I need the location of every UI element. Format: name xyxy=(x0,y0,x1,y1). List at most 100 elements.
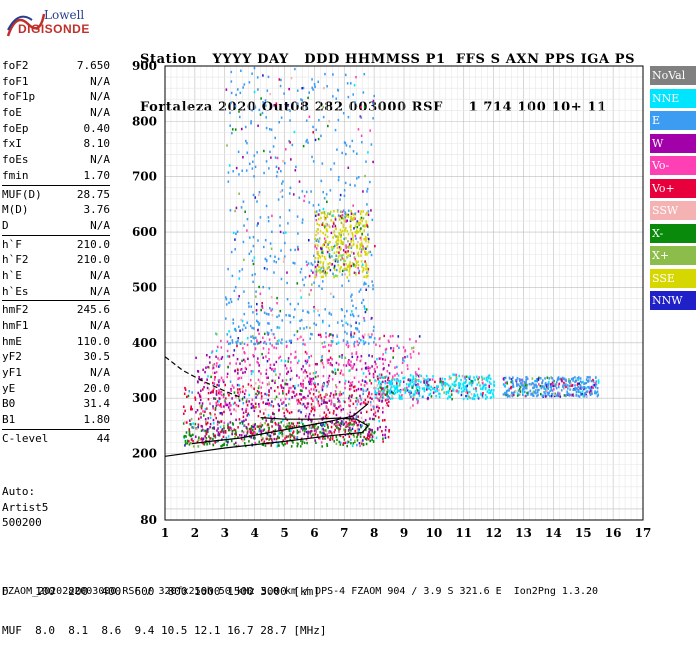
echo-point xyxy=(393,392,396,396)
echo-point xyxy=(512,376,514,379)
echo-point xyxy=(341,210,344,214)
echo-point xyxy=(367,433,369,436)
echo-point xyxy=(243,358,245,362)
echo-point xyxy=(231,128,234,131)
echo-point xyxy=(239,368,242,372)
echo-point xyxy=(229,380,232,383)
echo-point xyxy=(359,115,362,118)
echo-point xyxy=(262,285,265,289)
echo-point xyxy=(330,263,333,266)
echo-point xyxy=(361,265,363,268)
x-tick-label: 6 xyxy=(310,526,318,540)
echo-point xyxy=(585,395,587,398)
echo-point xyxy=(347,240,349,243)
echo-point xyxy=(205,439,207,443)
echo-point xyxy=(286,372,288,375)
echo-point xyxy=(287,104,289,107)
echo-point xyxy=(192,439,194,443)
trace-lines xyxy=(164,356,370,457)
echo-point xyxy=(256,76,259,79)
echo-point xyxy=(342,233,345,236)
echo-point xyxy=(284,382,287,386)
echo-point xyxy=(585,378,588,381)
echo-point xyxy=(283,162,286,165)
echo-point xyxy=(574,388,576,392)
echo-point xyxy=(371,428,373,432)
echo-point xyxy=(367,365,370,369)
echo-point xyxy=(368,428,371,431)
echo-point xyxy=(432,391,435,394)
echo-point xyxy=(327,246,330,250)
param-value: 8.10 xyxy=(83,137,111,151)
echo-point xyxy=(575,390,578,393)
echo-point xyxy=(285,345,288,349)
echo-point xyxy=(347,265,349,268)
echo-point xyxy=(589,378,591,382)
echo-point xyxy=(307,435,309,438)
echo-point xyxy=(238,173,240,176)
echo-point xyxy=(323,272,326,275)
echo-point xyxy=(319,256,322,259)
echo-point xyxy=(214,436,217,439)
echo-point xyxy=(317,253,320,256)
echo-point xyxy=(323,215,326,219)
echo-point xyxy=(234,209,236,213)
echo-point xyxy=(298,421,301,425)
echo-point xyxy=(521,379,524,382)
echo-point xyxy=(262,443,265,447)
echo-point xyxy=(314,243,317,247)
echo-point xyxy=(222,435,225,439)
echo-point xyxy=(390,381,393,385)
echo-point xyxy=(464,390,467,394)
echo-point xyxy=(253,154,256,157)
echo-point xyxy=(293,385,296,388)
echo-point xyxy=(209,402,211,405)
echo-point xyxy=(256,432,258,436)
echo-point xyxy=(536,380,539,383)
echo-point xyxy=(217,433,220,437)
echo-point xyxy=(352,204,354,207)
echo-point xyxy=(367,240,370,244)
echo-point xyxy=(285,313,287,317)
echo-point xyxy=(321,280,324,283)
echo-point xyxy=(516,394,519,397)
echo-point xyxy=(334,384,337,387)
param-label: MUF(D) xyxy=(2,187,42,201)
echo-point xyxy=(237,368,239,372)
echo-point xyxy=(409,378,411,381)
echo-point xyxy=(266,89,269,92)
echo-point xyxy=(368,423,370,426)
echo-point xyxy=(240,127,243,131)
echo-point xyxy=(568,394,571,397)
echo-point xyxy=(324,308,327,311)
echo-point xyxy=(359,359,362,363)
echo-point xyxy=(549,385,552,389)
echo-point xyxy=(460,378,462,382)
echo-point xyxy=(436,387,438,390)
x-tick-label: 1 xyxy=(161,526,169,540)
echo-point xyxy=(252,235,255,239)
echo-point xyxy=(325,413,328,417)
echo-point xyxy=(337,175,340,179)
echo-point xyxy=(279,427,282,430)
echo-point xyxy=(350,295,352,298)
echo-point xyxy=(374,390,377,393)
echo-point xyxy=(541,394,544,397)
echo-point xyxy=(316,398,318,401)
echo-point xyxy=(225,403,228,407)
echo-point xyxy=(212,437,214,441)
echo-point xyxy=(252,406,254,409)
echo-point xyxy=(390,380,393,383)
echo-point xyxy=(369,366,371,370)
echo-point xyxy=(468,377,471,381)
echo-point xyxy=(348,418,351,421)
echo-point xyxy=(353,345,356,348)
echo-point xyxy=(557,391,559,394)
echo-point xyxy=(241,398,244,401)
echo-point xyxy=(303,432,306,436)
echo-point xyxy=(296,337,299,341)
echo-point xyxy=(206,378,208,381)
echo-point xyxy=(329,262,331,265)
echo-point xyxy=(392,347,395,350)
echo-point xyxy=(566,392,569,395)
